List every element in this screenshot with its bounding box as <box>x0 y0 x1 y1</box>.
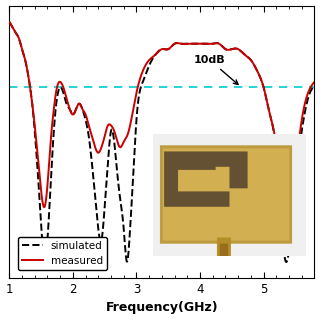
X-axis label: Frequency(GHz): Frequency(GHz) <box>106 301 218 315</box>
Legend: simulated, measured: simulated, measured <box>18 236 107 270</box>
Text: 10dB: 10dB <box>194 55 238 84</box>
